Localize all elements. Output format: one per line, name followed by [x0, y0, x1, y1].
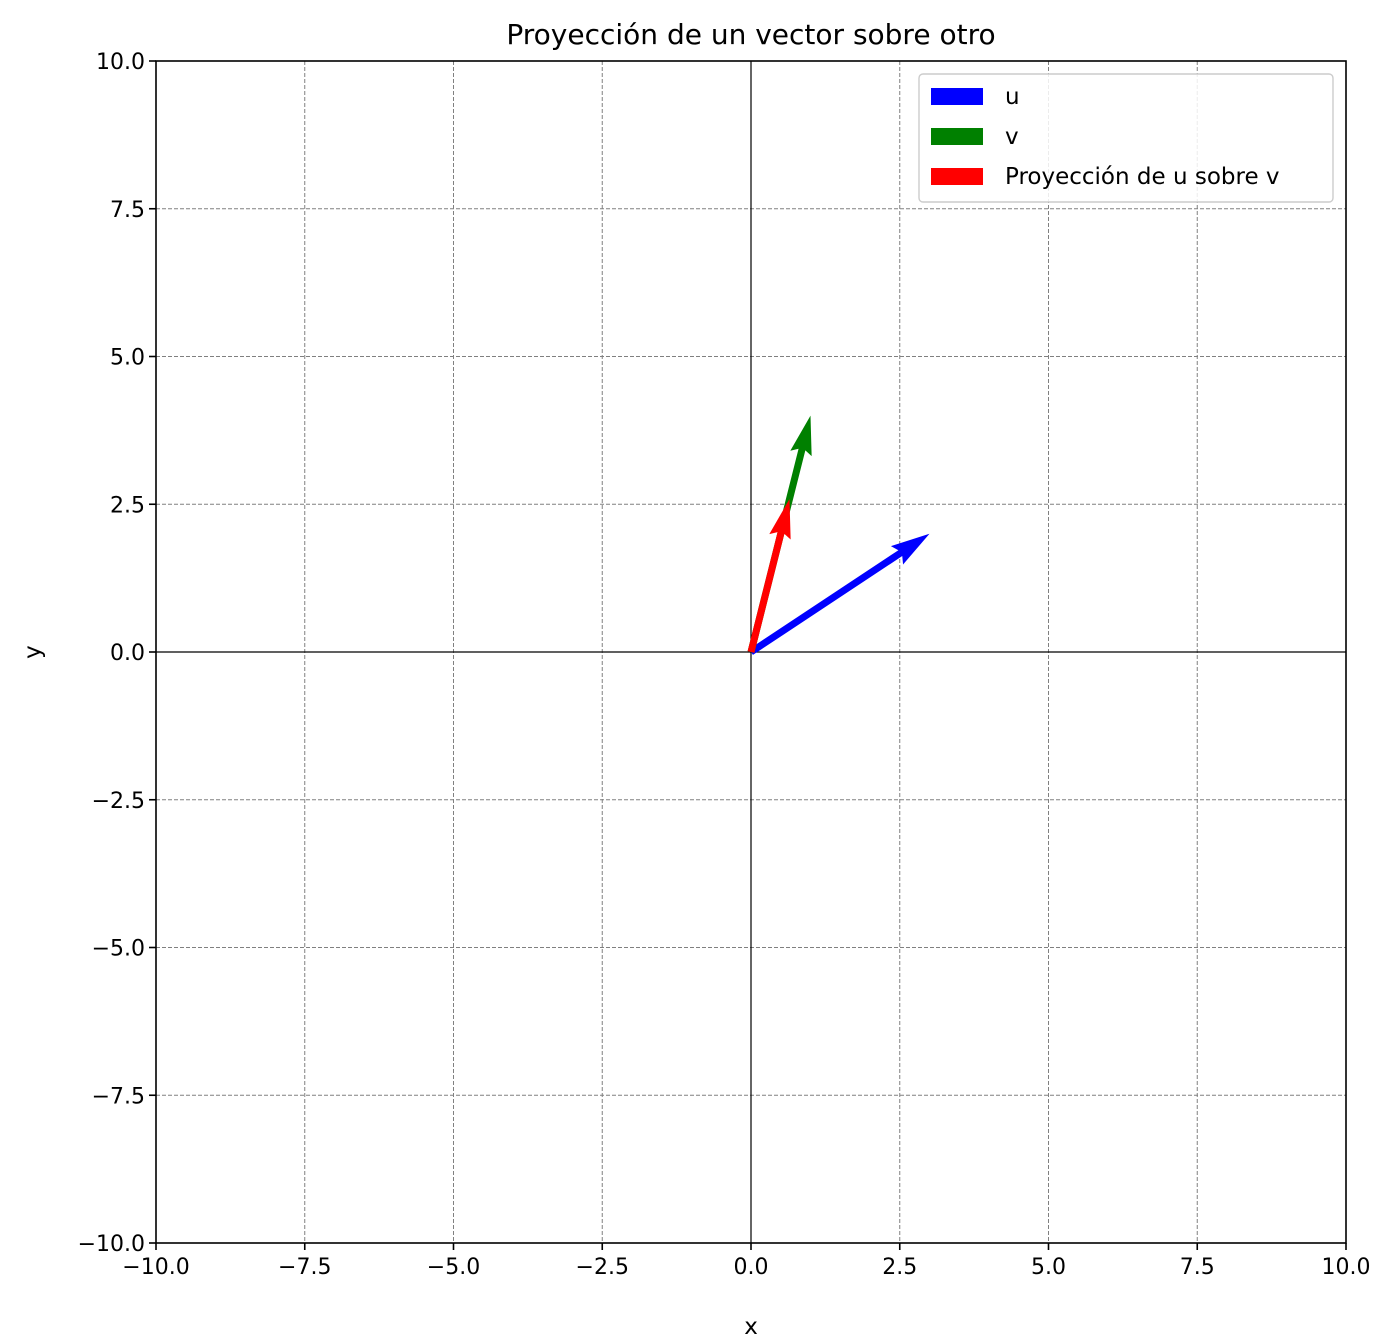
y-tick-label: 10.0 [96, 50, 145, 75]
x-tick-label: 0.0 [734, 1255, 769, 1280]
x-tick-label: −5.0 [427, 1255, 480, 1280]
x-tick-label: −10.0 [122, 1255, 189, 1280]
y-tick-label: −5.0 [92, 937, 145, 962]
x-tick-label: 5.0 [1031, 1255, 1066, 1280]
vectors [747, 415, 930, 655]
x-tick-label: −2.5 [576, 1255, 629, 1280]
vector-arrow-0 [749, 533, 930, 655]
legend-label: Proyección de u sobre v [1005, 164, 1280, 190]
ticks: −10.0 −7.5 −5.0 −2.5 0.0 2.5 5.0 7.5 10.0 −10.0 −7… [78, 50, 1371, 1280]
y-tick-label: 7.5 [110, 198, 145, 223]
x-axis-title: x [744, 1314, 758, 1340]
y-tick-label: 2.5 [110, 493, 145, 518]
y-tick-label: 5.0 [110, 346, 145, 371]
y-tick-label: −2.5 [92, 789, 145, 814]
legend-swatch [931, 168, 983, 185]
x-tick-label: 10.0 [1322, 1255, 1371, 1280]
y-tick-label: 0.0 [110, 641, 145, 666]
legend-swatch [931, 128, 983, 145]
legend-label: u [1005, 84, 1020, 110]
legend: uv Proyección de u sobre v [918, 73, 1334, 203]
x-tick-label: −7.5 [278, 1255, 331, 1280]
legend-box [918, 73, 1334, 203]
y-tick-label: −7.5 [92, 1084, 145, 1109]
legend-label: v [1005, 124, 1019, 150]
y-tick-label: −10.0 [78, 1232, 145, 1257]
chart-title: Proyección de un vector sobre otro [506, 18, 995, 51]
x-tick-label: 7.5 [1180, 1255, 1215, 1280]
x-tick-label: 2.5 [882, 1255, 917, 1280]
vector-arrow-2 [747, 499, 791, 653]
y-axis-title: y [20, 645, 46, 659]
legend-swatch [931, 88, 983, 105]
